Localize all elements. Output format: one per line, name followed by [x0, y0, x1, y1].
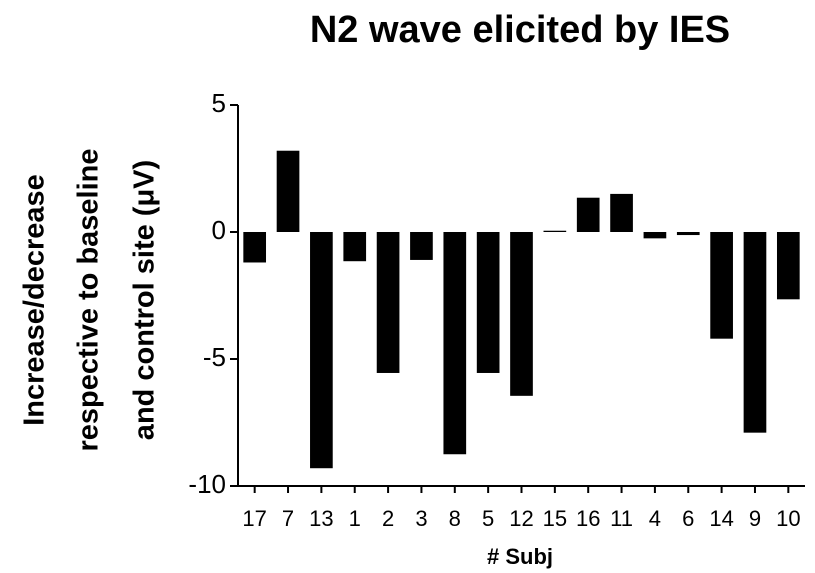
- y-axis-label-line: and control site (μV): [129, 160, 161, 440]
- y-axis-label-line: respective to baseline: [73, 148, 105, 451]
- bar: [743, 232, 767, 433]
- y-axis-label: Increase/decrease: [19, 174, 51, 426]
- y-tick-label: -5: [203, 342, 226, 372]
- x-tick-label: 3: [415, 506, 427, 531]
- bar: [510, 232, 533, 396]
- x-tick-label: 2: [382, 506, 394, 531]
- x-tick-label: 1: [349, 506, 361, 531]
- bar: [410, 232, 433, 260]
- x-tick-label: 5: [482, 506, 494, 531]
- x-tick-label: 15: [543, 506, 567, 531]
- bar: [676, 232, 700, 236]
- bar: [643, 232, 667, 239]
- x-tick-label: 7: [282, 506, 294, 531]
- x-tick-label: 14: [709, 506, 733, 531]
- bar: [443, 232, 467, 455]
- bar: [776, 232, 800, 300]
- bar: [576, 197, 600, 232]
- x-tick-label: 16: [576, 506, 600, 531]
- x-tick-label: 17: [242, 506, 266, 531]
- chart-title: N2 wave elicited by IES: [310, 9, 730, 51]
- x-tick-label: 12: [509, 506, 533, 531]
- y-tick-label: -10: [188, 469, 226, 499]
- bar: [310, 232, 333, 469]
- bar: [243, 232, 267, 263]
- bar: [543, 230, 567, 232]
- x-tick-label: 13: [309, 506, 333, 531]
- x-axis-label: # Subj: [487, 544, 553, 569]
- bar: [710, 232, 733, 339]
- bar: [376, 232, 400, 373]
- y-tick-label: 5: [212, 88, 226, 118]
- bar: [610, 193, 633, 232]
- y-axis-label-line: Increase/decrease: [19, 174, 51, 426]
- bar: [476, 232, 500, 373]
- x-tick-label: 9: [749, 506, 761, 531]
- x-tick-label: 6: [682, 506, 694, 531]
- x-tick-label: 8: [449, 506, 461, 531]
- y-axis-label: and control site (μV): [129, 160, 161, 440]
- x-tick-label: 10: [776, 506, 800, 531]
- bar: [343, 232, 367, 262]
- y-tick-label: 0: [212, 215, 226, 245]
- bar: [276, 150, 300, 232]
- x-tick-label: 4: [649, 506, 661, 531]
- y-axis-label: respective to baseline: [73, 148, 105, 451]
- x-tick-label: 11: [610, 506, 633, 531]
